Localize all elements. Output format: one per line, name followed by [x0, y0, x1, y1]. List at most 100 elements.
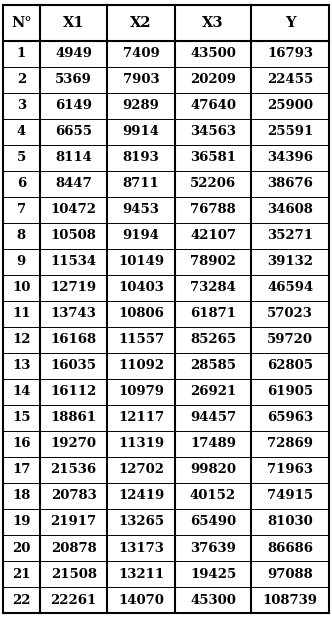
- Text: 26921: 26921: [190, 386, 236, 399]
- Text: 22261: 22261: [50, 593, 97, 606]
- Text: 108739: 108739: [263, 593, 318, 606]
- Text: 6149: 6149: [55, 99, 92, 112]
- Text: 3: 3: [17, 99, 26, 112]
- Text: 9289: 9289: [123, 99, 160, 112]
- Text: 12702: 12702: [118, 464, 164, 476]
- Text: 73284: 73284: [190, 281, 236, 294]
- Text: 86686: 86686: [267, 541, 313, 554]
- Text: X1: X1: [63, 16, 84, 30]
- Text: 78902: 78902: [190, 255, 236, 268]
- Text: 12117: 12117: [118, 412, 164, 425]
- Text: 10979: 10979: [118, 386, 164, 399]
- Text: 6655: 6655: [55, 125, 92, 138]
- Text: 9194: 9194: [123, 229, 160, 242]
- Text: 46594: 46594: [267, 281, 313, 294]
- Text: X3: X3: [202, 16, 224, 30]
- Text: 10508: 10508: [51, 229, 97, 242]
- Text: 12419: 12419: [118, 489, 164, 502]
- Text: 65963: 65963: [267, 412, 313, 425]
- Text: 5: 5: [17, 151, 26, 164]
- Text: 19: 19: [12, 515, 31, 528]
- Text: 4949: 4949: [55, 47, 92, 60]
- Text: 8193: 8193: [123, 151, 159, 164]
- Text: 9914: 9914: [123, 125, 160, 138]
- Text: 36581: 36581: [190, 151, 236, 164]
- Text: 4: 4: [17, 125, 26, 138]
- Text: 11092: 11092: [118, 360, 164, 373]
- Text: 13265: 13265: [118, 515, 164, 528]
- Text: 11: 11: [12, 307, 31, 320]
- Text: 85265: 85265: [190, 333, 236, 346]
- Text: N°: N°: [11, 16, 32, 30]
- Text: 25900: 25900: [267, 99, 313, 112]
- Text: 16035: 16035: [51, 360, 97, 373]
- Text: 16168: 16168: [50, 333, 97, 346]
- Text: 8114: 8114: [55, 151, 92, 164]
- Text: 47640: 47640: [190, 99, 236, 112]
- Text: 40152: 40152: [190, 489, 236, 502]
- Text: 10806: 10806: [118, 307, 164, 320]
- Text: 62805: 62805: [267, 360, 313, 373]
- Text: 52206: 52206: [190, 177, 236, 190]
- Text: 28585: 28585: [190, 360, 236, 373]
- Text: 34608: 34608: [267, 203, 313, 216]
- Text: 65490: 65490: [190, 515, 236, 528]
- Text: 13211: 13211: [118, 567, 164, 580]
- Text: 94457: 94457: [190, 412, 236, 425]
- Text: 19270: 19270: [51, 438, 97, 451]
- Text: 9: 9: [17, 255, 26, 268]
- Text: 42107: 42107: [190, 229, 236, 242]
- Text: 61871: 61871: [190, 307, 236, 320]
- Text: 72869: 72869: [267, 438, 313, 451]
- Text: 18861: 18861: [51, 412, 97, 425]
- Text: 34396: 34396: [267, 151, 313, 164]
- Text: 10472: 10472: [51, 203, 97, 216]
- Text: 7: 7: [17, 203, 26, 216]
- Text: 99820: 99820: [190, 464, 236, 476]
- Text: 21536: 21536: [50, 464, 97, 476]
- Text: 11319: 11319: [118, 438, 164, 451]
- Text: 17: 17: [12, 464, 31, 476]
- Text: 14: 14: [12, 386, 31, 399]
- Text: 45300: 45300: [190, 593, 236, 606]
- Text: 8447: 8447: [55, 177, 92, 190]
- Text: 21508: 21508: [51, 567, 97, 580]
- Text: 9453: 9453: [123, 203, 160, 216]
- Text: 21917: 21917: [50, 515, 97, 528]
- Text: 12: 12: [12, 333, 31, 346]
- Text: 18: 18: [12, 489, 31, 502]
- Text: 10: 10: [12, 281, 31, 294]
- Text: 21: 21: [12, 567, 31, 580]
- Text: 8: 8: [17, 229, 26, 242]
- Text: 17489: 17489: [190, 438, 236, 451]
- Text: 6: 6: [17, 177, 26, 190]
- Text: 59720: 59720: [267, 333, 313, 346]
- Text: 19425: 19425: [190, 567, 236, 580]
- Text: X2: X2: [130, 16, 152, 30]
- Text: 38676: 38676: [267, 177, 313, 190]
- Text: 10149: 10149: [118, 255, 164, 268]
- Text: 7409: 7409: [123, 47, 159, 60]
- Text: 13: 13: [12, 360, 31, 373]
- Text: 5369: 5369: [55, 73, 92, 87]
- Text: 16793: 16793: [267, 47, 313, 60]
- Text: 34563: 34563: [190, 125, 236, 138]
- Text: 12719: 12719: [50, 281, 97, 294]
- Text: 35271: 35271: [267, 229, 313, 242]
- Text: 74915: 74915: [267, 489, 313, 502]
- Text: 16: 16: [12, 438, 31, 451]
- Text: 39132: 39132: [267, 255, 313, 268]
- Text: 1: 1: [17, 47, 26, 60]
- Text: 14070: 14070: [118, 593, 164, 606]
- Text: 8711: 8711: [123, 177, 159, 190]
- Text: 20878: 20878: [51, 541, 97, 554]
- Text: 13173: 13173: [118, 541, 164, 554]
- Text: 22: 22: [12, 593, 31, 606]
- Text: 57023: 57023: [267, 307, 313, 320]
- Text: 11557: 11557: [118, 333, 164, 346]
- Text: 97088: 97088: [267, 567, 313, 580]
- Text: 20209: 20209: [190, 73, 236, 87]
- Text: 2: 2: [17, 73, 26, 87]
- Text: 37639: 37639: [190, 541, 236, 554]
- Text: 43500: 43500: [190, 47, 236, 60]
